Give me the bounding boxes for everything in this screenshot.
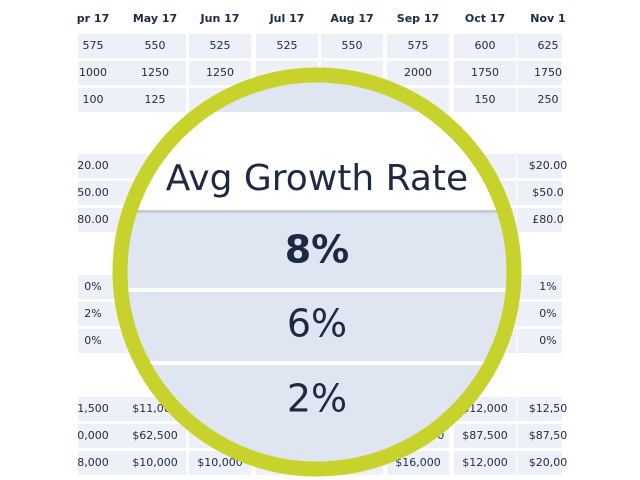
cell: [124, 451, 186, 475]
cell: [454, 88, 516, 112]
cell: [78, 154, 124, 178]
cell: [517, 208, 562, 232]
cell: [517, 154, 562, 178]
cell-text: $87,500: [462, 429, 508, 442]
cell-text: 250: [538, 93, 559, 106]
cell-text: 550: [342, 39, 363, 52]
column-header: Sep 17: [397, 12, 439, 25]
cell-text: $20,00: [529, 456, 568, 469]
cell: [78, 61, 124, 85]
cell: [517, 329, 562, 353]
cell: [78, 451, 124, 475]
cell-text: 525: [277, 39, 298, 52]
cell: [78, 329, 124, 353]
cell-text: 8,000: [77, 456, 109, 469]
cell-text: 1750: [534, 66, 562, 79]
cell-text: 2000: [404, 66, 432, 79]
cell-text: $50.0: [532, 186, 564, 199]
column-header: Jun 17: [200, 12, 240, 25]
cell-text: 0%: [84, 334, 101, 347]
cell: [517, 61, 562, 85]
cell-text: $12,000: [462, 402, 508, 415]
column-header: pr 17: [77, 12, 109, 25]
cell: [517, 302, 562, 326]
cell: [387, 61, 449, 85]
cell-text: 625: [538, 39, 559, 52]
cell: [517, 397, 562, 421]
cell-text: $10,000: [197, 456, 243, 469]
lens-title: Avg Growth Rate: [166, 158, 468, 199]
cell: [78, 181, 124, 205]
cell: [189, 34, 251, 58]
cell: [517, 451, 562, 475]
cell: [517, 181, 562, 205]
column-header: May 17: [133, 12, 177, 25]
cell: [124, 34, 186, 58]
cell: [454, 451, 516, 475]
cell-text: $10,000: [132, 456, 178, 469]
cell: [124, 61, 186, 85]
cell: [256, 34, 318, 58]
separator: [127, 288, 507, 292]
cell: [78, 397, 124, 421]
cell-text: 100: [83, 93, 104, 106]
cell-text: 50.00: [77, 186, 109, 199]
cell: [189, 61, 251, 85]
cell-text: $20.00: [529, 159, 568, 172]
cell: [454, 424, 516, 448]
cell-text: 2%: [84, 307, 101, 320]
cell: [517, 275, 562, 299]
cell-text: $62,500: [132, 429, 178, 442]
cell-text: 575: [408, 39, 429, 52]
cell-text: 0%: [539, 307, 556, 320]
column-header: Jul 17: [269, 12, 305, 25]
cell: [78, 34, 124, 58]
column-header: Oct 17: [465, 12, 505, 25]
cell: [78, 88, 124, 112]
cell-text: 0%: [539, 334, 556, 347]
cell-text: 80.00: [77, 213, 109, 226]
cell-text: $12,000: [462, 456, 508, 469]
column-header: Nov 1: [530, 12, 565, 25]
separator: [127, 361, 507, 365]
separator: [127, 210, 507, 213]
cell: [517, 34, 562, 58]
cell-text: £80.0: [532, 213, 564, 226]
cell-text: 150: [475, 93, 496, 106]
column-header: Aug 17: [330, 12, 373, 25]
cell-text: $87,50: [529, 429, 568, 442]
cell-text: 1000: [79, 66, 107, 79]
cell-text: 125: [145, 93, 166, 106]
cell-text: 1%: [539, 280, 556, 293]
cell: [124, 424, 186, 448]
lens-ring: [112, 67, 522, 477]
cell-text: 575: [83, 39, 104, 52]
magnifier: Avg Growth Rate 8% 6% 2%: [112, 67, 522, 477]
cell-text: 1250: [141, 66, 169, 79]
cell-text: 1250: [206, 66, 234, 79]
cell: [517, 424, 562, 448]
cell: [387, 34, 449, 58]
lens-value: 6%: [287, 302, 347, 346]
cell-text: $16,000: [395, 456, 441, 469]
cell-text: 525: [210, 39, 231, 52]
cell-text: 0,000: [77, 429, 109, 442]
lens-value: 8%: [285, 228, 350, 272]
cell: [517, 88, 562, 112]
cell-text: $12,50: [529, 402, 568, 415]
cell-text: 1750: [471, 66, 499, 79]
cell: [321, 34, 383, 58]
cell: [78, 208, 124, 232]
lens-value: 2%: [287, 377, 347, 421]
cell: [124, 88, 186, 112]
cell-text: 550: [145, 39, 166, 52]
cell: [78, 424, 124, 448]
cell-text: 600: [475, 39, 496, 52]
cell: [454, 34, 516, 58]
cell: [454, 61, 516, 85]
cell-text: 20.00: [77, 159, 109, 172]
cell-text: 1,500: [77, 402, 109, 415]
cell-text: 0%: [84, 280, 101, 293]
